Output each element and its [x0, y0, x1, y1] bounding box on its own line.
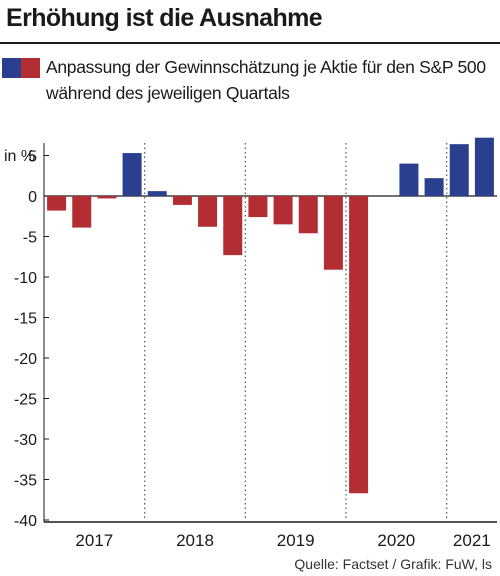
y-tick-label: -40: [14, 513, 37, 530]
legend-swatch-negative: [21, 58, 40, 78]
bar: Q1 2017: -1.8 %: [47, 196, 67, 211]
x-year-label: 2020: [377, 531, 415, 550]
bar: Q1 2018: 0.6 %: [147, 191, 167, 196]
bar: Q4 2017: 5.3 %: [122, 153, 142, 196]
x-year-label: 2019: [277, 531, 315, 550]
y-tick-label: -25: [14, 392, 37, 409]
bar: Q4 2019: -9.1 %: [323, 196, 343, 270]
chart-title: Erhöhung ist die Ausnahme: [6, 4, 323, 32]
bar: Q2 2021: 7.2 %: [474, 137, 494, 196]
bar: Q3 2018: -3.8 %: [198, 196, 218, 227]
title-rule: [0, 42, 500, 44]
y-tick-label: -10: [14, 270, 37, 287]
y-tick-label: 5: [28, 149, 37, 166]
bar: Q3 2020: 4 %: [399, 163, 419, 196]
y-tick-label: -30: [14, 432, 37, 449]
bar: Q2 2019: -3.5 %: [273, 196, 293, 225]
bar: Q4 2020: 2.2 %: [424, 178, 444, 196]
x-year-label: 2021: [453, 531, 491, 550]
bar: Q1 2020: -36.7 %: [349, 196, 369, 494]
y-tick-label: -35: [14, 473, 37, 490]
source-note: Quelle: Factset / Grafik: FuW, ls: [294, 556, 492, 572]
bar: Q1 2021: 6.4 %: [449, 144, 469, 196]
bar: Q4 2018: -7.3 %: [223, 196, 243, 256]
y-axis-unit: in %: [4, 148, 36, 165]
legend-swatch-positive: [2, 58, 21, 78]
bar: Q3 2017: -0.3 %: [97, 196, 117, 199]
y-tick-label: -15: [14, 311, 37, 328]
legend-swatch: [2, 58, 40, 78]
y-tick-label: 0: [28, 189, 37, 206]
bar: Q2 2017: -3.9 %: [72, 196, 92, 228]
x-year-label: 2018: [176, 531, 214, 550]
bar: Q3 2019: -4.6 %: [298, 196, 318, 234]
legend-text: Anpassung der Gewinnschätzung je Aktie f…: [46, 57, 486, 103]
bar: Q2 2018: -1.1 %: [172, 196, 192, 205]
y-tick-label: -5: [23, 230, 37, 247]
bar: Q1 2019: -2.6 %: [248, 196, 268, 218]
y-tick-label: -20: [14, 351, 37, 368]
x-year-label: 2017: [75, 531, 113, 550]
